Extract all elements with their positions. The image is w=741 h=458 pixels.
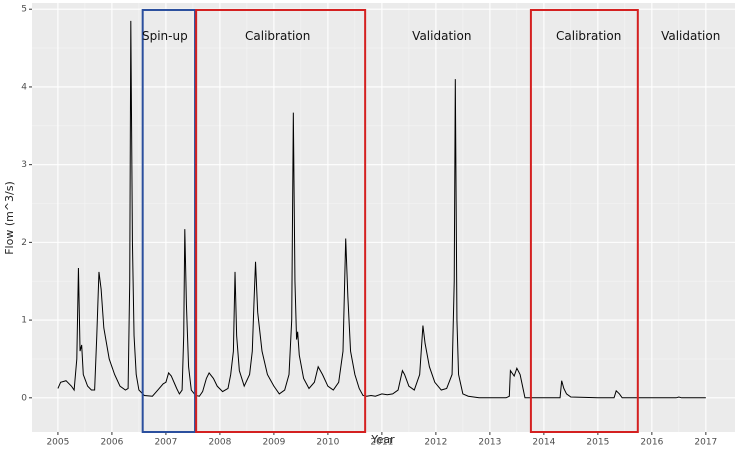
y-tick-label: 1	[21, 316, 27, 326]
y-tick-label: 2	[21, 238, 27, 248]
period-label: Validation	[661, 29, 720, 43]
period-label: Calibration	[556, 29, 621, 43]
x-tick-label: 2011	[370, 438, 393, 448]
x-tick-label: 2005	[46, 438, 69, 448]
flow-line	[57, 20, 706, 399]
x-tick-label: 2015	[586, 438, 609, 448]
x-tick-label: 2009	[262, 438, 285, 448]
period-label: Calibration	[245, 29, 310, 43]
period-box	[529, 8, 639, 433]
x-tick-label: 2008	[208, 438, 231, 448]
x-tick-label: 2010	[316, 438, 339, 448]
period-box	[141, 8, 197, 433]
period-box	[195, 8, 367, 433]
x-tick-label: 2017	[694, 438, 717, 448]
plot-panel	[32, 3, 735, 432]
x-tick-label: 2014	[532, 438, 555, 448]
y-tick-label: 4	[21, 82, 27, 92]
y-tick-label: 0	[21, 393, 27, 403]
x-tick-label: 2016	[640, 438, 663, 448]
period-label: Spin-up	[142, 29, 188, 43]
x-tick-label: 2006	[100, 438, 123, 448]
x-axis-label: Year	[370, 433, 395, 446]
x-tick-label: 2007	[154, 438, 177, 448]
x-tick-label: 2013	[478, 438, 501, 448]
y-axis-label: Flow (m^3/s)	[3, 181, 16, 255]
y-tick-label: 5	[21, 5, 27, 15]
period-label: Validation	[412, 29, 471, 43]
x-tick-label: 2012	[424, 438, 447, 448]
y-tick-label: 3	[21, 160, 27, 170]
